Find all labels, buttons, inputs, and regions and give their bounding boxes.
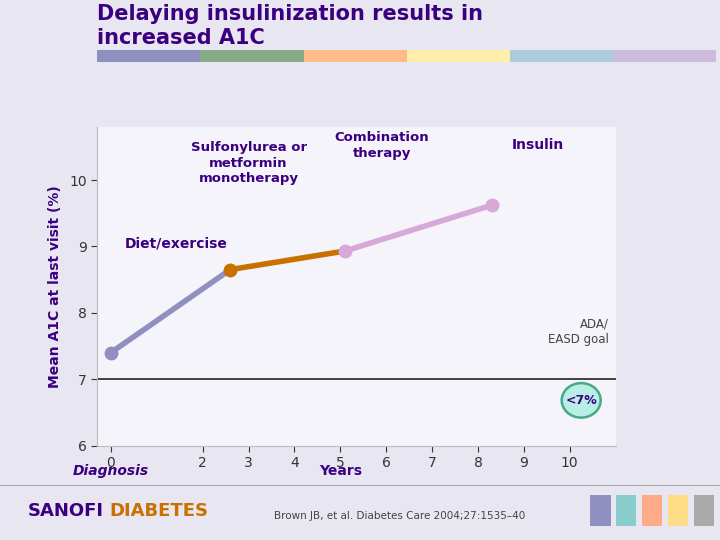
Bar [616,495,636,526]
Text: Insulin: Insulin [511,138,564,152]
Text: <7%: <7% [565,394,597,407]
Bar [407,50,510,62]
Bar [613,50,716,62]
Bar [668,495,688,526]
Bar [97,50,200,62]
Bar [590,495,611,526]
Bar [642,495,662,526]
Bar [694,495,714,526]
Text: DIABETES: DIABETES [109,502,209,521]
Text: SANOFI: SANOFI [27,502,104,521]
Text: Diet/exercise: Diet/exercise [125,236,228,250]
Ellipse shape [562,383,600,417]
Text: ADA/
EASD goal: ADA/ EASD goal [548,317,608,346]
Text: Combination
therapy: Combination therapy [334,131,429,160]
Bar [510,50,613,62]
Text: Diagnosis: Diagnosis [73,464,149,478]
Text: Brown JB, et al. Diabetes Care 2004;27:1535–40: Brown JB, et al. Diabetes Care 2004;27:1… [274,511,525,522]
Text: Years: Years [319,464,362,478]
Text: Delaying insulinization results in
increased A1C: Delaying insulinization results in incre… [97,4,483,48]
Text: Sulfonylurea or
metformin
monotherapy: Sulfonylurea or metformin monotherapy [191,141,307,185]
Bar [200,50,304,62]
Y-axis label: Mean A1C at last visit (%): Mean A1C at last visit (%) [48,185,62,388]
Bar [304,50,407,62]
